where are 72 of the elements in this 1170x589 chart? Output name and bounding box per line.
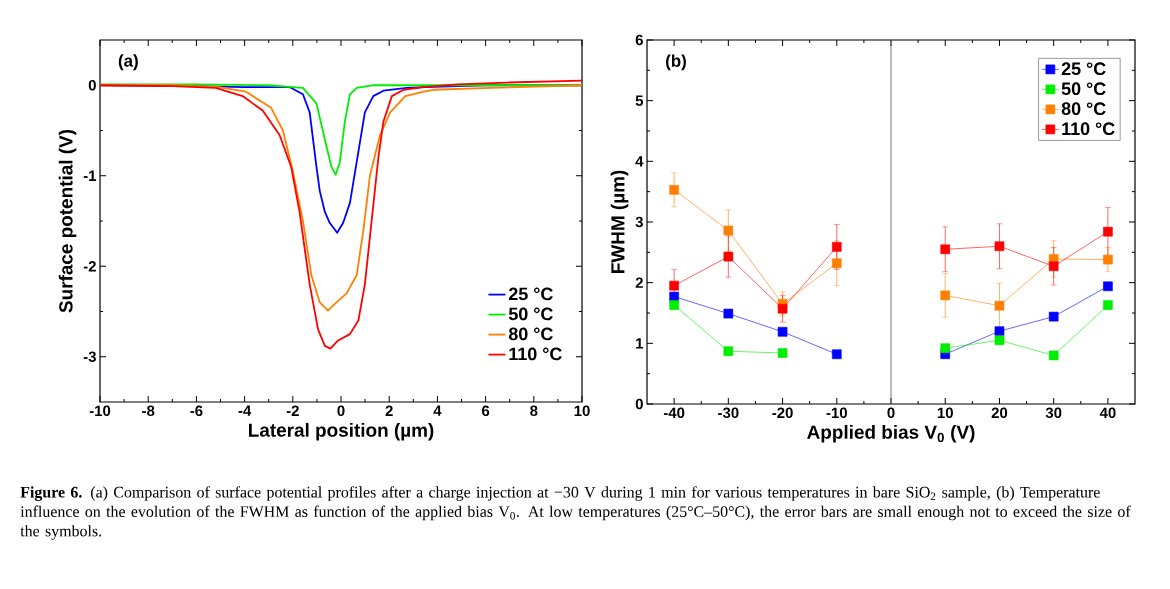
x-tick-label: -8 [142,405,155,417]
legend-label: 25 °C [508,287,553,301]
legend-label: 80 °C [508,327,553,341]
x-axis-title: Applied bias V$_{0}$ (V) [807,424,975,443]
x-tick-label: 0 [887,407,895,419]
x-tick-label: -2 [286,405,299,416]
point [723,308,734,319]
y-tick-label: 6 [635,34,643,46]
x-tick-label: 0 [337,405,345,417]
x-tick-label: -10 [826,407,847,419]
legend-label: 80 °C [1061,102,1106,116]
y-tick-label: 5 [635,95,644,106]
point [723,346,734,356]
legend-label: 50 °C [1061,82,1106,96]
point [723,225,734,236]
x-tick-label: 20 [991,407,1008,419]
point [994,335,1005,346]
point [777,348,788,358]
x-tick-label: 10 [574,405,590,417]
point [1103,254,1113,265]
point [669,300,679,310]
x-tick-label: 10 [937,407,953,419]
y-tick-label: 0 [88,79,96,91]
text: (b) [666,54,686,71]
point [831,349,842,360]
point [777,326,788,337]
point [1103,226,1113,237]
legend-label: 110 °C [509,347,562,361]
x-tick-label: 2 [385,405,393,416]
x-tick-label: -40 [663,407,685,419]
x-tick-label: 30 [1045,407,1062,419]
point [1103,281,1113,292]
y-tick-label: -1 [83,170,97,181]
point [1048,261,1059,272]
y-tick-label: 4 [635,156,644,167]
y-tick-label: 2 [635,277,643,288]
point [940,290,951,301]
legend-label: 25 °C [1061,62,1106,76]
y-tick-label: -3 [83,351,96,363]
x-tick-label: 8 [530,405,538,417]
point [669,291,679,302]
point [940,343,951,353]
point [1048,311,1059,322]
point [940,244,951,255]
point [994,326,1005,336]
y-tick-label: 3 [635,216,643,228]
x-tick-label: -30 [718,407,739,419]
y-axis-title: Surface potential (V) [58,129,77,313]
x-tick-label: 6 [482,405,490,417]
legend-label: 110 °C [1062,122,1115,136]
point [994,300,1005,311]
y-tick-label: 1 [636,338,644,349]
point [831,258,842,269]
point [723,251,734,262]
text: (a) [118,54,138,71]
text: Figure 6. (a) Comparison of surface potential profiles after a charge injection at −30 V during 1 min for various temperatures in bare SiO$_{2}$ sample, (b) Temperature influence on the evolution of the FWHM as function of the applied bias V$_{0}$. At low temperatures (25°C–50°C), the error bars are small enough not to exceed the size of the symbols. [20,486,1131,540]
y-tick-label: -2 [83,261,96,272]
x-tick-label: -10 [89,405,111,417]
x-tick-label: -6 [190,405,203,417]
point [831,242,842,252]
x-tick-label: -4 [238,405,252,416]
x-tick-label: 4 [433,405,442,416]
legend-label: 50 °C [508,307,553,321]
point [1048,350,1059,361]
x-tick-label: -20 [772,407,793,419]
point [669,280,679,291]
point [1103,300,1113,310]
x-tick-label: 40 [1099,407,1116,419]
x-axis-title: Lateral position (µm) [249,422,434,441]
y-axis-title: FWHM (µm) [610,170,629,273]
point [994,241,1005,252]
point [669,185,679,195]
